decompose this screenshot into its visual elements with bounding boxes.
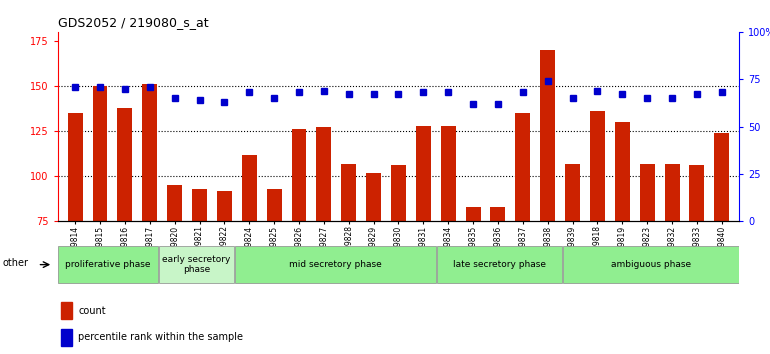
Bar <box>466 207 480 221</box>
Bar <box>416 126 430 221</box>
Bar <box>715 133 729 221</box>
Bar <box>192 189 207 221</box>
Text: percentile rank within the sample: percentile rank within the sample <box>79 332 243 342</box>
Text: count: count <box>79 306 105 316</box>
Text: ambiguous phase: ambiguous phase <box>611 260 691 269</box>
Text: other: other <box>3 258 29 268</box>
Text: proliferative phase: proliferative phase <box>65 260 151 269</box>
Bar <box>61 302 72 319</box>
Bar <box>367 172 381 221</box>
Bar <box>92 86 108 221</box>
Bar <box>565 164 580 221</box>
Bar <box>61 329 72 346</box>
Bar <box>68 113 82 221</box>
Text: late secretory phase: late secretory phase <box>453 260 546 269</box>
Bar <box>217 190 232 221</box>
Bar <box>167 185 182 221</box>
Bar <box>242 154 256 221</box>
Bar <box>118 108 132 221</box>
Bar <box>640 164 654 221</box>
Bar <box>292 129 306 221</box>
Bar <box>490 207 505 221</box>
Bar <box>391 165 406 221</box>
Bar <box>541 50 555 221</box>
Bar <box>235 246 436 283</box>
Text: GDS2052 / 219080_s_at: GDS2052 / 219080_s_at <box>58 16 209 29</box>
Bar <box>59 246 158 283</box>
Bar <box>515 113 531 221</box>
Bar <box>159 246 234 283</box>
Bar <box>665 164 679 221</box>
Bar <box>590 111 605 221</box>
Text: early secretory
phase: early secretory phase <box>162 255 231 274</box>
Bar <box>437 246 562 283</box>
Bar <box>689 165 705 221</box>
Bar <box>341 164 357 221</box>
Bar <box>615 122 630 221</box>
Bar <box>142 84 157 221</box>
Text: mid secretory phase: mid secretory phase <box>289 260 382 269</box>
Bar <box>440 126 456 221</box>
Bar <box>563 246 738 283</box>
Bar <box>316 127 331 221</box>
Bar <box>266 189 282 221</box>
